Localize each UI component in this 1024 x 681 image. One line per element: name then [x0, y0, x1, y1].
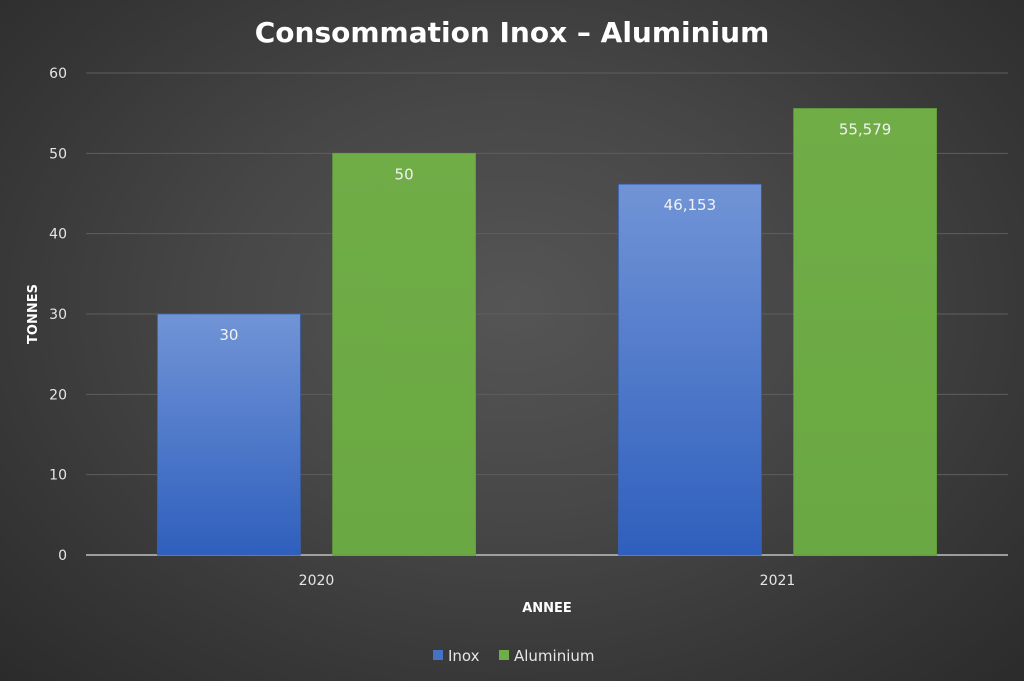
bar-inox-2020 — [157, 313, 301, 556]
y-axis-title: TONNES — [26, 284, 41, 344]
data-labels: 30 50 46,153 55,579 — [219, 121, 891, 344]
data-label-aluminium-2020: 50 — [395, 165, 414, 183]
x-tick-label: 2020 — [299, 573, 335, 589]
x-axis-ticks: 2020 2021 — [299, 573, 796, 589]
legend-label-aluminium: Aluminium — [514, 647, 595, 665]
legend-swatch-aluminium — [499, 650, 509, 660]
bar-aluminium-2021 — [793, 108, 937, 556]
y-tick-label: 50 — [49, 146, 67, 162]
legend-label-inox: Inox — [448, 647, 480, 665]
bar-aluminium-2020 — [332, 152, 476, 556]
x-axis-title: ANNEE — [522, 601, 572, 616]
data-label-inox-2020: 30 — [219, 326, 238, 344]
bar-inox-2021 — [618, 183, 762, 556]
legend-swatch-inox — [433, 650, 443, 660]
chart-title: Consommation Inox – Aluminium — [255, 16, 770, 49]
y-tick-label: 30 — [49, 307, 67, 323]
data-label-inox-2021: 46,153 — [664, 196, 717, 214]
y-tick-label: 40 — [49, 227, 67, 243]
y-axis-ticks: 0 10 20 30 40 50 60 — [49, 66, 67, 564]
bars — [157, 108, 937, 556]
y-tick-label: 0 — [58, 548, 67, 564]
x-tick-label: 2021 — [760, 573, 796, 589]
y-tick-label: 60 — [49, 66, 67, 82]
y-tick-label: 10 — [49, 468, 67, 484]
legend: Inox Aluminium — [433, 647, 595, 665]
y-tick-label: 20 — [49, 387, 67, 403]
data-label-aluminium-2021: 55,579 — [839, 121, 892, 139]
